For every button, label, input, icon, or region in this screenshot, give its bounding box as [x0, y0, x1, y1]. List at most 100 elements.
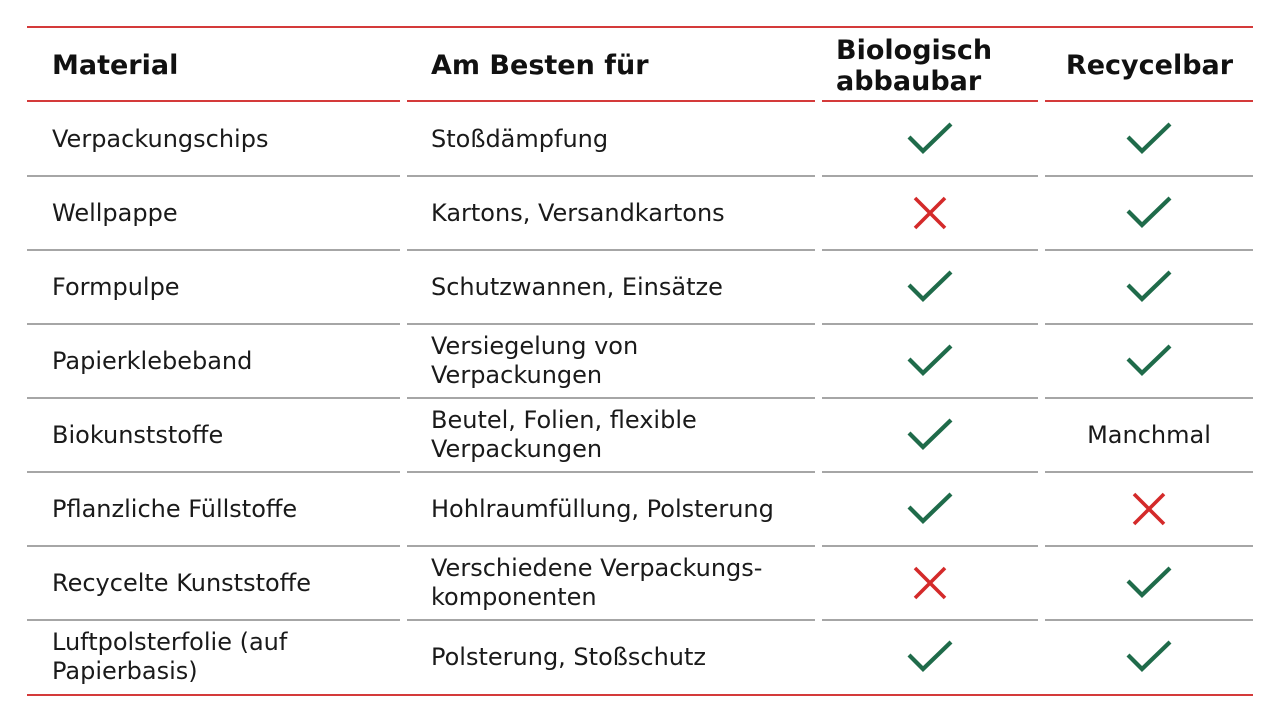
best-for-cell: Kartons, Versandkartons: [431, 176, 811, 250]
row-divider: [27, 619, 400, 621]
top-rule: [27, 26, 1253, 28]
best-for-text: Hohlraumfüllung, Polsterung: [431, 495, 774, 524]
header-best-for-label: Am Besten für: [431, 50, 649, 81]
recyclable-cell: [1045, 546, 1253, 620]
check-icon: [1125, 269, 1173, 305]
material-name: Pflanzliche Füllstoffe: [52, 495, 297, 524]
recyclable-cell: [1045, 102, 1253, 176]
recyclable-cell: Manchmal: [1045, 398, 1253, 472]
header-material: Material: [52, 38, 392, 94]
best-for-text-line: Kartons, Versandkartons: [431, 198, 725, 227]
best-for-text-line: Hohlraumfüllung, Polsterung: [431, 494, 774, 523]
material-cell: Recycelte Kunststoffe: [52, 546, 392, 620]
material-name-line: Papierklebeband: [52, 346, 253, 375]
header-material-label: Material: [52, 50, 179, 81]
row-divider: [1045, 619, 1253, 621]
row-divider: [822, 249, 1038, 251]
check-icon: [906, 491, 954, 527]
best-for-text: Stoßdämpfung: [431, 125, 608, 154]
material-cell: Luftpolsterfolie (auf Papierbasis): [52, 620, 392, 694]
best-for-cell: Hohlraumfüllung, Polsterung: [431, 472, 811, 546]
row-divider: [27, 545, 400, 547]
row-divider: [1045, 323, 1253, 325]
best-for-cell: Beutel, Folien, flexible Verpackungen: [431, 398, 811, 472]
material-name-line: Biokunststoffe: [52, 420, 224, 449]
header-biodegradable-line1: Biologisch: [836, 35, 993, 66]
row-divider: [822, 471, 1038, 473]
material-name: Recycelte Kunststoffe: [52, 569, 311, 598]
best-for-text: Schutzwannen, Einsätze: [431, 273, 723, 302]
header-rule: [822, 100, 1038, 102]
row-divider: [822, 397, 1038, 399]
best-for-text: Verschiedene Verpackungs-komponenten: [431, 554, 762, 612]
row-divider: [407, 397, 815, 399]
best-for-text: Beutel, Folien, flexible Verpackungen: [431, 406, 697, 464]
biodegradable-cell: [822, 250, 1038, 324]
best-for-text: Polsterung, Stoßschutz: [431, 643, 706, 672]
biodegradable-cell: [822, 398, 1038, 472]
cross-icon: [1131, 491, 1167, 527]
material-name: Wellpappe: [52, 199, 178, 228]
row-divider: [407, 619, 815, 621]
material-cell: Biokunststoffe: [52, 398, 392, 472]
row-divider: [27, 249, 400, 251]
material-name: Papierklebeband: [52, 347, 252, 376]
header-biodegradable-line2: abbaubar: [836, 66, 982, 97]
cross-icon: [912, 195, 948, 231]
material-cell: Wellpappe: [52, 176, 392, 250]
check-icon: [906, 417, 954, 453]
header-rule: [1045, 100, 1253, 102]
biodegradable-cell: [822, 546, 1038, 620]
biodegradable-cell: [822, 102, 1038, 176]
check-icon: [1125, 121, 1173, 157]
recyclable-cell: [1045, 472, 1253, 546]
row-divider: [822, 323, 1038, 325]
row-divider: [1045, 471, 1253, 473]
material-name: Luftpolsterfolie (auf Papierbasis): [52, 628, 287, 686]
recyclable-cell: [1045, 250, 1253, 324]
header-recyclable-label: Recycelbar: [1065, 50, 1234, 81]
material-cell: Pflanzliche Füllstoffe: [52, 472, 392, 546]
header-best-for: Am Besten für: [431, 38, 811, 94]
row-divider: [27, 471, 400, 473]
best-for-text: Versiegelung von Verpackungen: [431, 332, 638, 390]
material-name-line: Recycelte Kunststoffe: [52, 568, 311, 597]
header-biodegradable-label: Biologisch abbaubar: [836, 35, 992, 97]
row-divider: [1045, 249, 1253, 251]
row-divider: [822, 619, 1038, 621]
row-divider: [407, 545, 815, 547]
row-divider: [407, 249, 815, 251]
check-icon: [906, 269, 954, 305]
check-icon: [1125, 639, 1173, 675]
material-name-line: Formpulpe: [52, 272, 180, 301]
biodegradable-cell: [822, 620, 1038, 694]
best-for-text-line: Polsterung, Stoßschutz: [431, 642, 707, 671]
row-divider: [1045, 397, 1253, 399]
material-name-line: Wellpappe: [52, 198, 178, 227]
material-cell: Formpulpe: [52, 250, 392, 324]
best-for-cell: Stoßdämpfung: [431, 102, 811, 176]
row-divider: [1045, 175, 1253, 177]
check-icon: [1125, 343, 1173, 379]
recyclable-cell: [1045, 176, 1253, 250]
material-name-line: Pflanzliche Füllstoffe: [52, 494, 298, 523]
header-rule: [27, 100, 400, 102]
best-for-cell: Verschiedene Verpackungs-komponenten: [431, 546, 811, 620]
biodegradable-cell: [822, 176, 1038, 250]
recyclable-text: Manchmal: [1087, 420, 1211, 449]
row-divider: [407, 175, 815, 177]
row-divider: [407, 323, 815, 325]
biodegradable-cell: [822, 324, 1038, 398]
best-for-text-line: Verpackungen: [431, 435, 603, 463]
cross-icon: [912, 565, 948, 601]
best-for-cell: Polsterung, Stoßschutz: [431, 620, 811, 694]
material-cell: Verpackungschips: [52, 102, 392, 176]
material-cell: Papierklebeband: [52, 324, 392, 398]
row-divider: [1045, 545, 1253, 547]
row-divider: [27, 397, 400, 399]
best-for-text-line: Versiegelung von: [431, 332, 639, 360]
row-divider: [27, 175, 400, 177]
row-divider: [407, 471, 815, 473]
material-name: Verpackungschips: [52, 125, 268, 154]
best-for-text-line: Stoßdämpfung: [431, 124, 609, 153]
